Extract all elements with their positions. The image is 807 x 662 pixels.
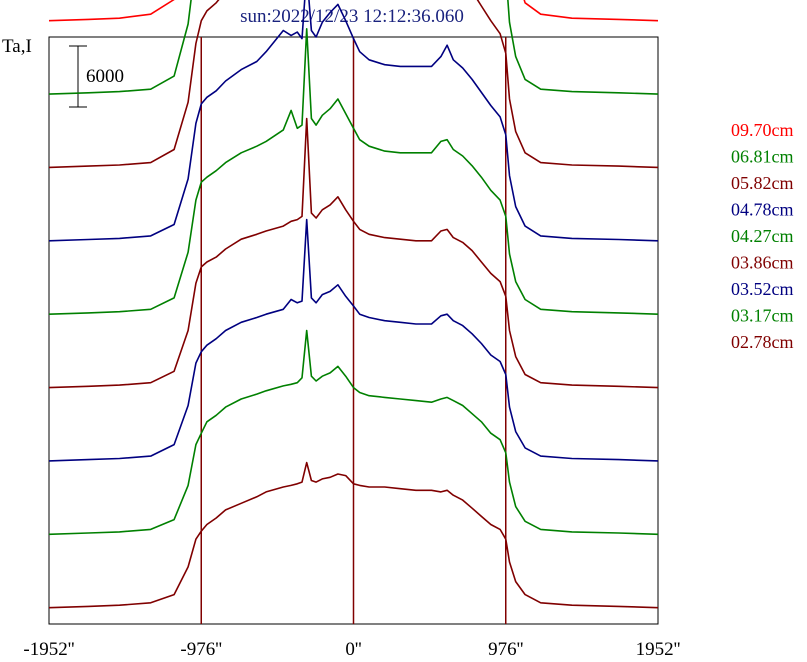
x-tick-label: -976'' xyxy=(180,639,222,660)
series-lines xyxy=(48,0,659,609)
series-line-03.52cm xyxy=(48,218,659,462)
legend-entry: 09.70cm xyxy=(731,120,794,140)
reference-lines xyxy=(200,37,507,624)
legend-entry: 03.52cm xyxy=(731,279,794,299)
series-line-04.78cm xyxy=(48,0,659,242)
scale-bar-label: 6000 xyxy=(86,66,124,87)
series-line-03.86cm xyxy=(48,117,659,389)
legend-entry: 05.82cm xyxy=(731,173,794,193)
x-tick-label: -1952'' xyxy=(23,639,74,660)
legend-entry: 03.86cm xyxy=(731,253,794,273)
series-line-04.27cm xyxy=(48,27,659,315)
legend-entry: 02.78cm xyxy=(731,332,794,352)
chart-title: sun:2022/12/23 12:12:36.060 xyxy=(240,6,464,27)
series-line-02.78cm xyxy=(48,461,659,609)
y-axis-label: Ta,I xyxy=(2,36,32,57)
scale-bar: 6000 xyxy=(69,45,124,108)
x-tick-label: 976'' xyxy=(488,639,523,660)
legend-entry: 06.81cm xyxy=(731,147,794,167)
legend: 09.70cm 06.81cm 05.82cm 04.78cm 04.27cm 03.86… xyxy=(731,120,794,352)
x-tick-label: 1952'' xyxy=(636,639,681,660)
x-tick-label: 0'' xyxy=(345,639,361,660)
legend-entry: 04.27cm xyxy=(731,226,794,246)
legend-entry: 03.17cm xyxy=(731,306,794,326)
legend-entry: 04.78cm xyxy=(731,200,794,220)
x-tick-labels: -1952'' -976'' 0'' 976'' 1952'' xyxy=(23,639,680,660)
series-line-05.82cm xyxy=(48,0,659,169)
series-line-03.17cm xyxy=(48,329,659,536)
